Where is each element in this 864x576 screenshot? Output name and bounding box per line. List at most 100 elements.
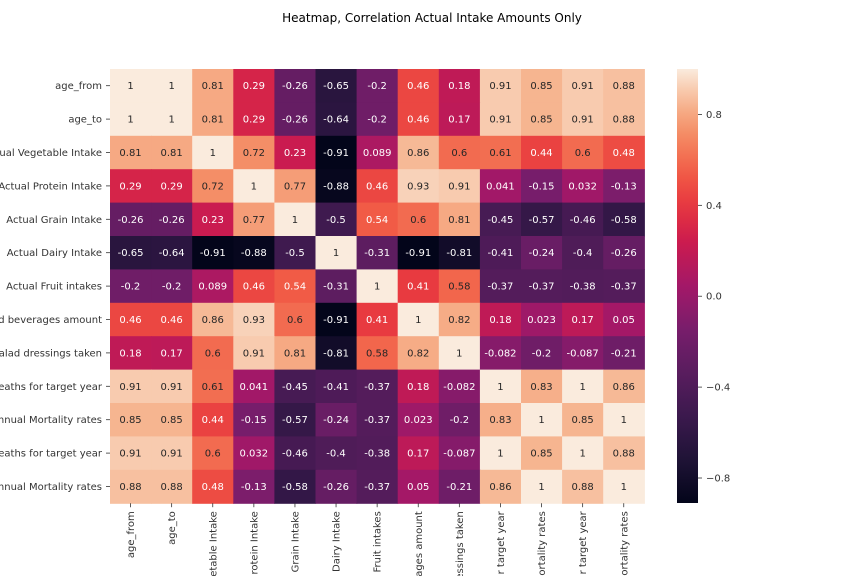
heatmap-cell — [274, 236, 317, 270]
cell-value-label: 0.81 — [161, 148, 183, 159]
heatmap-cell — [110, 469, 152, 504]
heatmap-cell — [603, 169, 645, 204]
cell-value-label: 0.77 — [243, 215, 265, 226]
cell-value-label: 0.91 — [572, 115, 594, 126]
heatmap-cell — [521, 69, 563, 103]
row-tick-label: alad dressings taken — [0, 348, 102, 359]
heatmap-cell — [562, 236, 604, 270]
column-tick-label: age_from — [126, 511, 137, 558]
heatmap-cell — [438, 269, 481, 304]
cell-value-label: 0.29 — [161, 181, 183, 192]
cell-value-label: -0.26 — [118, 215, 144, 226]
heatmap-cell — [233, 302, 275, 337]
cell-value-label: 0.86 — [489, 482, 511, 493]
heatmap-cell — [438, 369, 481, 404]
cell-value-label: -0.2 — [162, 282, 182, 293]
heatmap-cell — [438, 135, 481, 170]
heatmap-cell — [151, 403, 193, 437]
heatmap-cell — [192, 69, 234, 103]
column-tick-labels: age_from age_to etable Intake rotein Intake… — [126, 503, 630, 576]
cell-value-label: 0.91 — [572, 81, 594, 92]
column-tick-label: ortality rates — [619, 511, 630, 575]
cell-value-label: 0.91 — [489, 115, 511, 126]
cell-value-label: 1 — [579, 382, 585, 393]
cell-value-label: 0.05 — [613, 315, 635, 326]
heatmap-cell — [521, 302, 563, 337]
cell-value-label: 0.91 — [119, 449, 141, 460]
heatmap-cell — [521, 135, 563, 170]
heatmap-cell — [521, 403, 563, 437]
cell-value-label: -0.26 — [611, 248, 637, 259]
cell-value-label: 0.72 — [243, 148, 265, 159]
cell-value-label: 0.58 — [448, 282, 470, 293]
heatmap-cell — [192, 269, 234, 304]
heatmap-cell — [356, 469, 399, 504]
heatmap-cell — [479, 436, 522, 471]
cell-value-label: -0.082 — [443, 382, 475, 393]
cell-value-label: 0.46 — [366, 181, 388, 192]
cell-value-label: 0.88 — [613, 81, 635, 92]
cell-value-label: 0.61 — [489, 148, 511, 159]
cell-value-label: 0.18 — [489, 315, 511, 326]
cell-value-label: 1 — [251, 181, 257, 192]
heatmap-cells: 1 1 0.81 0.29 -0.26 -0.65 -0.2 0.46 0.18 0.91 0.85… — [110, 69, 645, 504]
heatmap-cell — [521, 202, 563, 237]
heatmap-cell — [233, 202, 275, 237]
heatmap-cell — [274, 369, 317, 404]
cell-value-label: 0.88 — [119, 482, 141, 493]
column-tick-label: Dairy Intake — [332, 511, 343, 572]
cell-value-label: 0.81 — [202, 115, 224, 126]
cell-value-label: 1 — [168, 115, 174, 126]
cell-value-label: 0.17 — [448, 115, 470, 126]
heatmap-cell — [110, 102, 152, 137]
cell-value-label: 1 — [621, 415, 627, 426]
heatmap-cell — [110, 436, 152, 471]
cell-value-label: 0.91 — [448, 181, 470, 192]
heatmap-cell — [562, 135, 604, 170]
cell-value-label: 1 — [374, 282, 380, 293]
heatmap-cell — [397, 436, 440, 471]
cell-value-label: -0.38 — [364, 449, 390, 460]
heatmap-cell — [438, 169, 481, 204]
cell-value-label: 0.83 — [530, 382, 552, 393]
cell-value-label: -0.41 — [323, 382, 349, 393]
cell-value-label: 0.089 — [363, 148, 392, 159]
heatmap-cell — [110, 369, 152, 404]
heatmap-cell — [438, 336, 481, 371]
heatmap-cell — [521, 436, 563, 471]
heatmap-cell — [397, 336, 440, 371]
cell-value-label: -0.91 — [405, 248, 431, 259]
cell-value-label: 0.48 — [613, 148, 635, 159]
heatmap-cell — [603, 135, 645, 170]
heatmap-cell — [110, 135, 152, 170]
cell-value-label: -0.24 — [323, 415, 349, 426]
cell-value-label: 0.041 — [486, 181, 515, 192]
heatmap-cell — [151, 236, 193, 270]
cell-value-label: -0.57 — [529, 215, 555, 226]
cell-value-label: -0.45 — [282, 382, 308, 393]
cell-value-label: 0.58 — [366, 348, 388, 359]
heatmap-cell — [438, 69, 481, 103]
cell-value-label: -0.24 — [529, 248, 555, 259]
heatmap-cell — [438, 102, 481, 137]
cell-value-label: 0.6 — [205, 449, 221, 460]
cell-value-label: 0.54 — [284, 282, 306, 293]
cell-value-label: 0.41 — [407, 282, 429, 293]
heatmap-cell — [603, 269, 645, 304]
heatmap-cell — [192, 202, 234, 237]
cell-value-label: 0.61 — [202, 382, 224, 393]
cell-value-label: -0.4 — [573, 248, 593, 259]
heatmap-cell — [233, 369, 275, 404]
heatmap-cell — [192, 302, 234, 337]
cell-value-label: 0.82 — [407, 348, 429, 359]
cell-value-label: 0.6 — [205, 348, 221, 359]
cell-value-label: 1 — [538, 482, 544, 493]
heatmap-cell — [603, 403, 645, 437]
heatmap-cell — [562, 436, 604, 471]
heatmap-cell — [438, 469, 481, 504]
heatmap-cell — [356, 236, 399, 270]
cell-value-label: -0.46 — [282, 449, 308, 460]
heatmap-cell — [479, 369, 522, 404]
row-tick-label: Actual Dairy Intake — [7, 248, 102, 259]
